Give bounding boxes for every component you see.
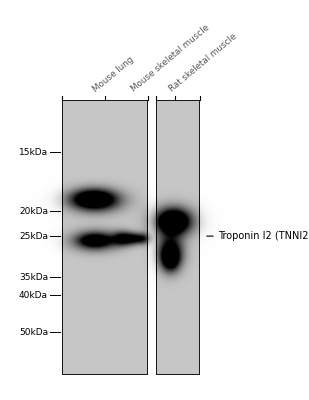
Text: 25kDa: 25kDa — [19, 232, 48, 241]
Text: 50kDa: 50kDa — [19, 328, 48, 337]
Text: 20kDa: 20kDa — [19, 207, 48, 216]
Text: Mouse lung: Mouse lung — [91, 55, 135, 94]
Text: 40kDa: 40kDa — [19, 291, 48, 300]
Text: Troponin I2 (TNNI2): Troponin I2 (TNNI2) — [218, 231, 309, 241]
Text: 35kDa: 35kDa — [19, 273, 48, 282]
Text: 15kDa: 15kDa — [19, 148, 48, 157]
Text: Mouse skeletal muscle: Mouse skeletal muscle — [129, 24, 211, 94]
Text: Rat skeletal muscle: Rat skeletal muscle — [167, 32, 238, 94]
